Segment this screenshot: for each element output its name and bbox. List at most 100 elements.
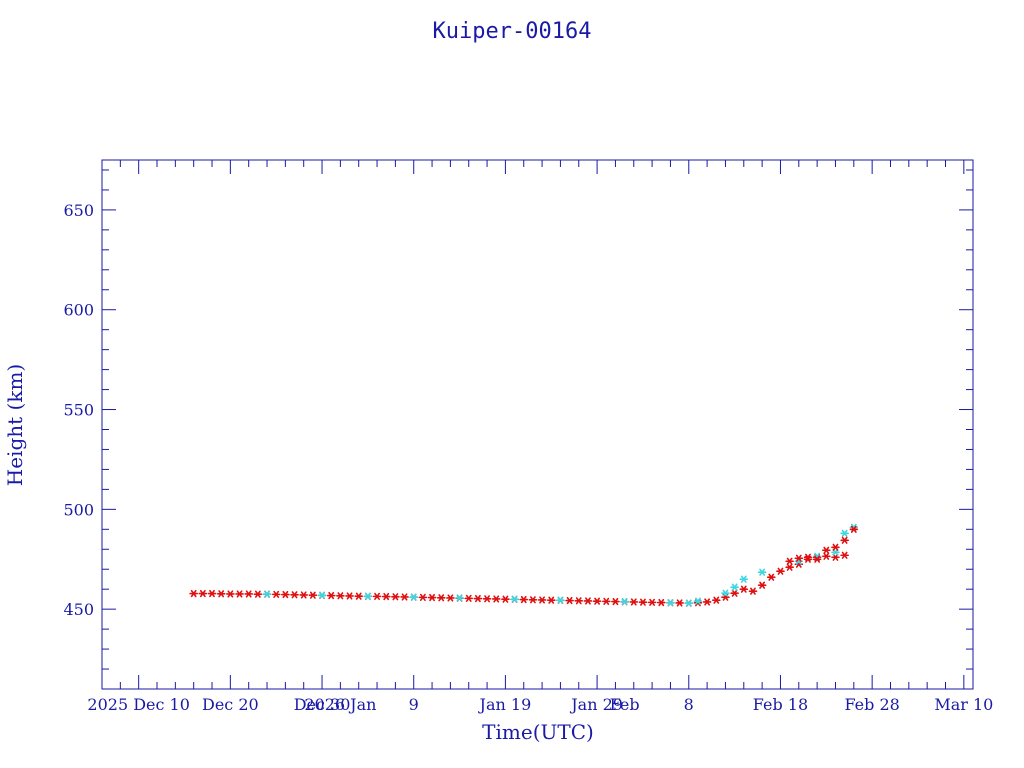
data-point: [409, 593, 419, 601]
x-tick-label: Dec 20: [202, 695, 259, 714]
x-tick-label: Dec 30: [294, 695, 351, 714]
data-point: [436, 594, 446, 602]
x-tick-label: Feb 18: [753, 695, 808, 714]
data-point: [391, 593, 400, 601]
data-point: [299, 591, 309, 599]
data-point: [455, 594, 464, 602]
data-point: [675, 599, 684, 607]
data-point: [702, 598, 712, 606]
x-tick-label: 8: [684, 695, 694, 714]
data-point: [281, 590, 290, 599]
data-point: [198, 589, 208, 598]
data-point: [427, 593, 437, 602]
data-point: [831, 543, 840, 551]
data-point: [501, 595, 510, 603]
data-point: [721, 589, 730, 597]
data-point: [400, 593, 409, 601]
data-point: [262, 590, 272, 598]
x-tick-label: 2025 Dec 10: [87, 695, 190, 714]
data-point: [739, 575, 749, 583]
data-point: [666, 599, 675, 607]
data-point: [537, 596, 547, 604]
data-point: [290, 591, 299, 599]
x-axis-label: Time(UTC): [482, 720, 594, 744]
data-point: [730, 589, 739, 597]
data-point: [812, 555, 822, 563]
data-point: [592, 597, 602, 605]
data-point: [528, 596, 538, 604]
data-point: [491, 595, 501, 603]
data-point: [822, 552, 831, 560]
data-point: [601, 597, 611, 605]
data-point: [849, 525, 859, 533]
data-point: [748, 587, 758, 595]
data-point: [317, 591, 327, 599]
data-point: [840, 536, 849, 544]
plot-frame: [101, 159, 974, 690]
x-tick-label: Mar 10: [934, 695, 993, 714]
data-point: [345, 592, 354, 600]
data-point: [482, 595, 492, 603]
data-point: [629, 598, 639, 606]
data-point: [638, 598, 648, 606]
data-point: [381, 592, 391, 601]
y-axis-label: Height (km): [3, 364, 27, 486]
y-tick-label: 600: [63, 301, 94, 320]
data-point: [510, 595, 519, 603]
axis-ticks: [101, 160, 973, 690]
x-tick-label: 9: [409, 695, 419, 714]
x-tick-label: Jan 19: [478, 695, 532, 714]
x-tick-label: 2026 Jan: [304, 695, 376, 714]
data-point: [766, 573, 776, 581]
data-point: [693, 597, 703, 605]
data-point: [583, 597, 593, 605]
data-point: [354, 592, 364, 600]
data-point: [611, 597, 620, 606]
data-point: [757, 581, 767, 589]
data-point: [271, 590, 281, 598]
data-point: [565, 596, 574, 605]
data-point: [656, 598, 666, 607]
data-point: [711, 596, 721, 604]
data-point: [574, 597, 584, 605]
data-point: [326, 591, 336, 600]
data-point: [684, 599, 694, 607]
data-point: [308, 591, 318, 599]
data-point: [556, 596, 565, 604]
x-tick-label: Feb: [610, 695, 640, 714]
y-tick-label: 500: [63, 500, 94, 519]
data-point: [446, 594, 455, 602]
data-point: [226, 590, 235, 598]
data-point: [785, 563, 794, 571]
data-point: [244, 590, 253, 598]
data-point: [372, 592, 382, 600]
data-point: [253, 590, 263, 598]
data-point: [519, 595, 529, 604]
x-tick-label: Feb 28: [844, 695, 899, 714]
data-point: [785, 557, 794, 565]
data-point: [207, 589, 217, 598]
data-point: [546, 596, 556, 604]
y-tick-label: 450: [63, 600, 94, 619]
y-tick-label: 550: [63, 401, 94, 420]
data-point: [189, 589, 198, 598]
data-point: [418, 593, 428, 601]
data-point: [647, 598, 657, 606]
data-point: [794, 554, 804, 562]
data-point: [336, 592, 345, 600]
data-point: [840, 551, 849, 559]
data-point: [235, 590, 244, 598]
chart-title: Kuiper-00164: [433, 19, 592, 44]
x-tick-label: Jan 29: [569, 695, 623, 714]
data-point: [840, 529, 849, 537]
data-point: [803, 553, 813, 561]
data-point: [757, 568, 767, 576]
tick-labels: 450 500 550 600 650 2025 Dec 10 Dec 20 Dec 3020…: [63, 201, 993, 714]
data-point: [739, 585, 749, 593]
data-point: [216, 590, 226, 598]
data-points: [189, 523, 859, 607]
data-point: [620, 597, 629, 606]
data-point: [822, 546, 831, 554]
y-tick-label: 650: [63, 201, 94, 220]
